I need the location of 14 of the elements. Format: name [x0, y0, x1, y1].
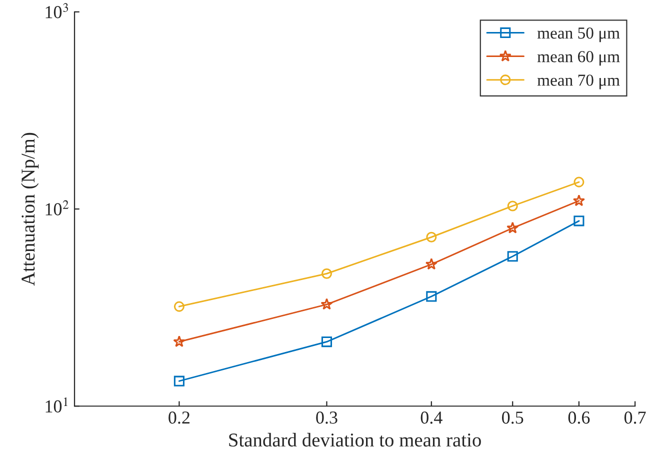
x-tick-label: 0.5 [502, 412, 524, 424]
y-axis-title: Attenuation (Np/m) [21, 132, 39, 286]
x-tick-label: 0.4 [420, 412, 442, 424]
y-tick-label: 10$^{1}$ [46, 397, 68, 412]
y-tick-label: 10$^{3}$ [46, 3, 68, 18]
x-tick-label: 0.3 [316, 412, 338, 424]
x-axis-title: Standard deviation to mean ratio [229, 432, 481, 447]
x-tick-label: 0.6 [568, 412, 590, 424]
x-tick-label: 0.2 [168, 412, 190, 424]
legend-label: mean 60 μm [537, 51, 620, 66]
y-tick-label: 10$^{2}$ [46, 200, 69, 216]
x-tick-label: 0.7 [624, 412, 646, 424]
legend-label: mean 50 μm [537, 27, 620, 42]
legend-label: mean 70 μm [537, 74, 620, 90]
